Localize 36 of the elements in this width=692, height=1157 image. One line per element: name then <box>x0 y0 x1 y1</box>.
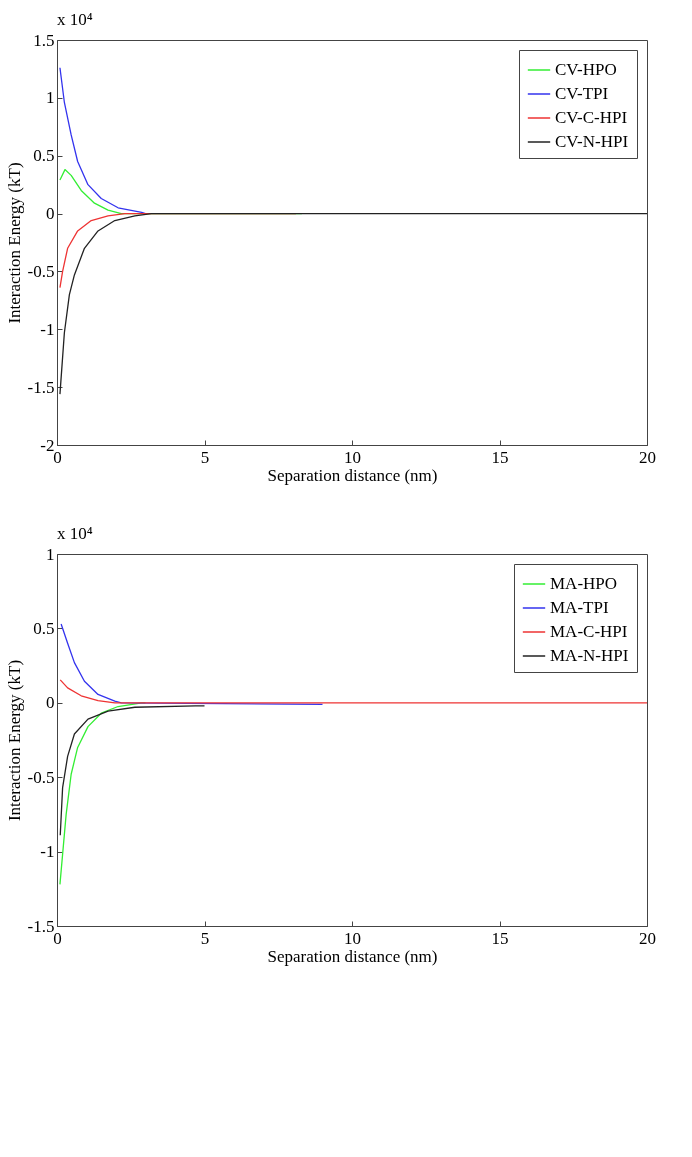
y-tick-label: 0 <box>46 204 55 224</box>
x-axis-title: Separation distance (nm) <box>267 946 438 966</box>
legend-label: MA-HPO <box>550 574 618 593</box>
text: x 10⁴ <box>57 524 93 543</box>
y-tick-label: -1.5 <box>27 377 55 397</box>
y-tick-label: -1.5 <box>27 916 55 936</box>
legend-label: MA-TPI <box>550 598 609 617</box>
legend-label: CV-C-HPI <box>555 108 628 127</box>
legend-label: CV-N-HPI <box>555 132 629 151</box>
x-tick-label: 15 <box>491 447 509 467</box>
legend-label: CV-TPI <box>555 84 609 103</box>
x-tick-label: 10 <box>344 447 361 467</box>
text: x 10⁴ <box>57 10 93 29</box>
y-axis-title: Interaction Energy (kT) <box>4 162 24 324</box>
legend-label: MA-N-HPI <box>550 646 629 665</box>
x-tick-label: 5 <box>200 928 210 948</box>
legend-label: CV-HPO <box>555 60 617 79</box>
x-tick-label: 5 <box>200 447 210 467</box>
y-tick-label: 1.5 <box>33 30 55 50</box>
legend-label: MA-C-HPI <box>550 622 628 641</box>
y-tick-label: -2 <box>40 435 55 455</box>
x-tick-label: 20 <box>639 447 656 467</box>
y-tick-label: 0.5 <box>33 146 55 166</box>
x-axis-title: Separation distance (nm) <box>267 465 438 485</box>
y-tick-label: 0 <box>46 693 55 713</box>
y-tick-label: -1 <box>40 842 55 862</box>
y-tick-label: 1 <box>46 88 55 108</box>
y-tick-label: -1 <box>40 319 55 339</box>
x-tick-label: 10 <box>344 928 361 948</box>
y-tick-label: 0.5 <box>33 618 55 638</box>
x-tick-label: 15 <box>491 928 509 948</box>
y-tick-label: -0.5 <box>27 261 55 281</box>
y-axis-title: Interaction Energy (kT) <box>4 659 24 822</box>
x-tick-label: 20 <box>639 928 656 948</box>
y-tick-label: -0.5 <box>27 767 55 787</box>
y-tick-label: 1 <box>46 544 55 564</box>
